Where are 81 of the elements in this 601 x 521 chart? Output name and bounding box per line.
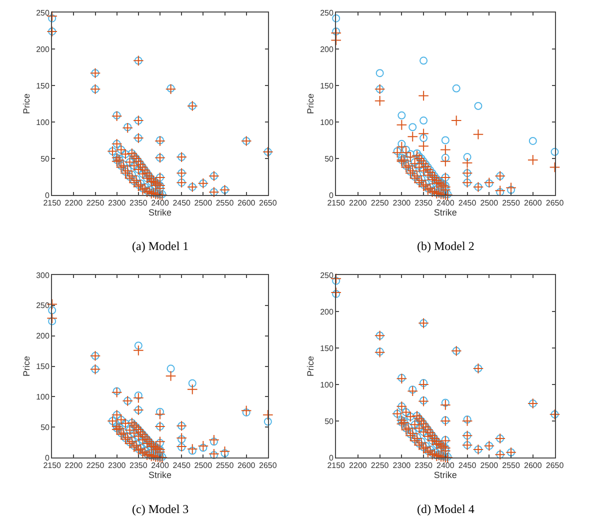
x-tick-label: 2450 — [458, 461, 477, 470]
text: (b) Model 2 — [417, 239, 474, 253]
x-tick-label: 2350 — [414, 461, 433, 470]
x-tick-label: 2450 — [172, 198, 192, 208]
x-tick-label: 2300 — [392, 461, 412, 470]
x-tick-label: 2600 — [524, 198, 542, 208]
x-tick-label: 2600 — [524, 461, 542, 470]
x-tick-label: 2250 — [370, 461, 390, 470]
y-tick-label: 250 — [36, 8, 50, 18]
x-tick-label: 2150 — [327, 461, 346, 470]
y-tick-label: 200 — [320, 44, 334, 54]
y-tick-label: 150 — [36, 362, 50, 372]
x-tick-label: 2300 — [392, 198, 412, 208]
x-tick-label: 2650 — [546, 198, 564, 208]
x-tick-label: 2650 — [259, 198, 278, 208]
x-tick-label: 2600 — [237, 461, 256, 470]
x-tick-label: 2450 — [458, 198, 477, 208]
x-tick-label: 2500 — [480, 461, 499, 470]
y-tick-label: 100 — [320, 118, 334, 127]
y-tick-label: 200 — [36, 332, 50, 341]
y-tick-label: 200 — [320, 307, 334, 316]
y-tick-label: 150 — [36, 81, 50, 90]
y-tick-label: 200 — [36, 44, 50, 54]
y-tick-label: 100 — [36, 118, 50, 127]
x-tick-label: 2550 — [216, 461, 234, 470]
y-tick-label: 0 — [329, 190, 334, 200]
x-tick-label: 2200 — [349, 461, 368, 470]
text: (d) Model 4 — [417, 502, 474, 516]
x-tick-label: 2350 — [130, 198, 148, 208]
x-tick-label: 2400 — [151, 198, 170, 208]
y-tick-label: 50 — [324, 416, 334, 426]
x-tick-label: 2400 — [436, 198, 455, 208]
y-tick-label: 100 — [36, 392, 50, 402]
x-tick-label: 2150 — [43, 198, 62, 208]
x-tick-label: 2550 — [502, 461, 520, 470]
x-tick-label: 2200 — [64, 461, 84, 470]
y-tick-label: 250 — [36, 301, 50, 310]
x-tick-label: 2450 — [172, 461, 192, 470]
y-tick-label: 0 — [45, 190, 50, 200]
x-tick-label: 2350 — [414, 198, 433, 208]
text: (a) Model 1 — [132, 239, 189, 253]
y-tick-label: 50 — [40, 422, 50, 432]
x-tick-label: 2300 — [108, 198, 126, 208]
x-tick-label: 2150 — [327, 198, 346, 208]
y-tick-label: 0 — [329, 453, 334, 462]
y-tick-label: 100 — [320, 380, 334, 390]
x-axis-title: Strike — [148, 208, 172, 218]
x-tick-label: 2200 — [349, 198, 368, 208]
x-tick-label: 2250 — [86, 461, 105, 470]
x-tick-label: 2500 — [194, 198, 213, 208]
x-axis-title: Strike — [434, 208, 457, 218]
y-axis-title: Price — [21, 93, 32, 114]
x-tick-label: 2500 — [194, 461, 213, 470]
x-tick-label: 2200 — [64, 198, 84, 208]
y-tick-label: 50 — [324, 154, 334, 164]
x-tick-label: 2550 — [502, 198, 520, 208]
x-tick-label: 2350 — [130, 461, 148, 470]
x-tick-label: 2400 — [151, 461, 170, 470]
x-axis-title: Strike — [148, 470, 172, 480]
y-tick-label: 150 — [320, 81, 334, 90]
x-tick-label: 2600 — [237, 198, 256, 208]
y-axis-title: Price — [305, 356, 316, 377]
x-tick-label: 2650 — [546, 461, 564, 470]
y-tick-label: 150 — [320, 344, 334, 353]
y-tick-label: 300 — [36, 270, 50, 280]
y-axis-title: Price — [305, 93, 316, 114]
x-tick-label: 2150 — [43, 461, 62, 470]
x-tick-label: 2550 — [216, 198, 234, 208]
y-tick-label: 250 — [320, 270, 334, 280]
x-tick-label: 2400 — [436, 461, 455, 470]
x-tick-label: 2500 — [480, 198, 499, 208]
y-tick-label: 0 — [45, 453, 50, 462]
x-tick-label: 2650 — [259, 461, 278, 470]
y-tick-label: 50 — [40, 154, 50, 164]
y-axis-title: Price — [21, 356, 32, 377]
x-axis-title: Strike — [434, 470, 457, 480]
x-tick-label: 2250 — [370, 198, 390, 208]
text: (c) Model 3 — [132, 502, 189, 516]
x-tick-label: 2250 — [86, 198, 105, 208]
x-tick-label: 2300 — [108, 461, 126, 470]
y-tick-label: 250 — [320, 8, 334, 18]
